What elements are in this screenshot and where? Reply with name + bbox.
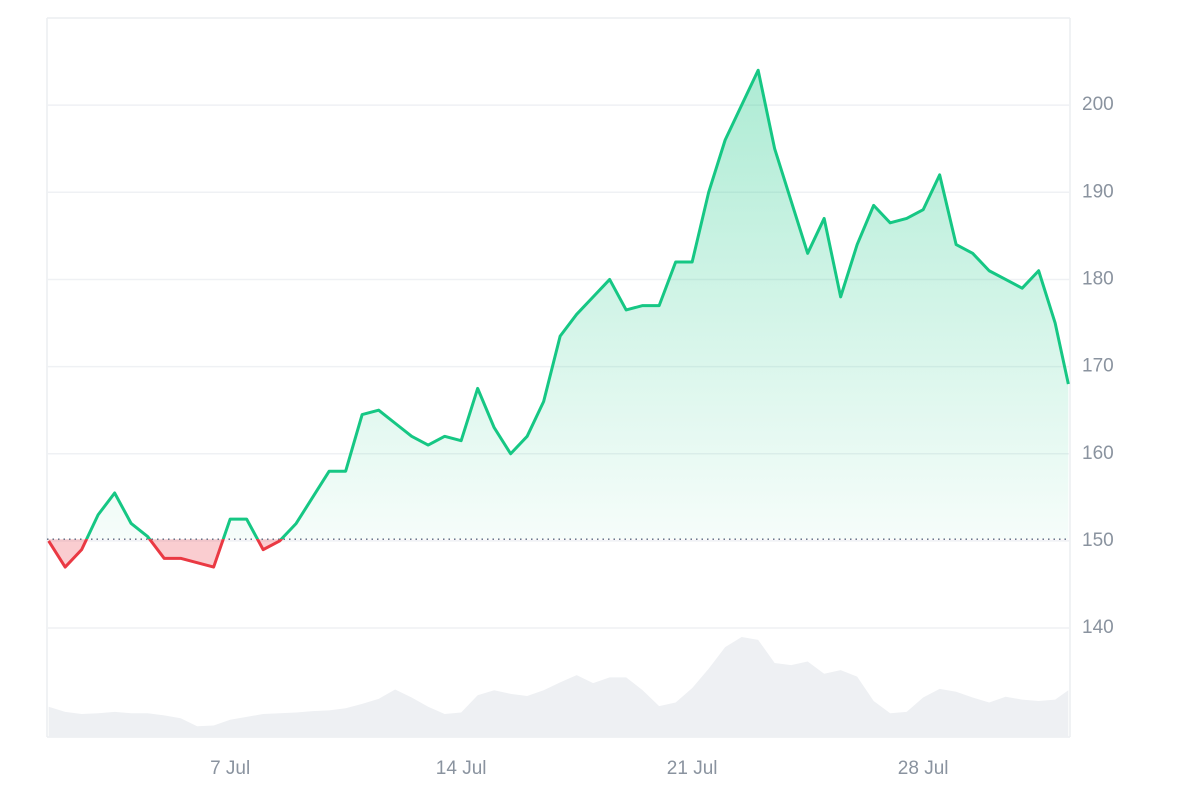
y-tick-label: 160 [1082,443,1114,464]
y-tick-label: 180 [1082,268,1114,289]
price-line-down [47,539,284,569]
y-tick-label: 200 [1082,94,1114,115]
x-tick-label: 7 Jul [210,758,250,779]
area-down [48,539,282,568]
x-tick-label: 21 Jul [667,758,718,779]
volume-area [48,637,1069,737]
y-tick-label: 170 [1082,356,1114,377]
y-tick-label: 140 [1082,617,1114,638]
area-up [48,70,1069,540]
x-tick-label: 14 Jul [436,758,487,779]
x-tick-label: 28 Jul [898,758,949,779]
y-tick-label: 190 [1082,181,1114,202]
y-tick-label: 150 [1082,530,1114,551]
price-line-up [84,68,1070,540]
